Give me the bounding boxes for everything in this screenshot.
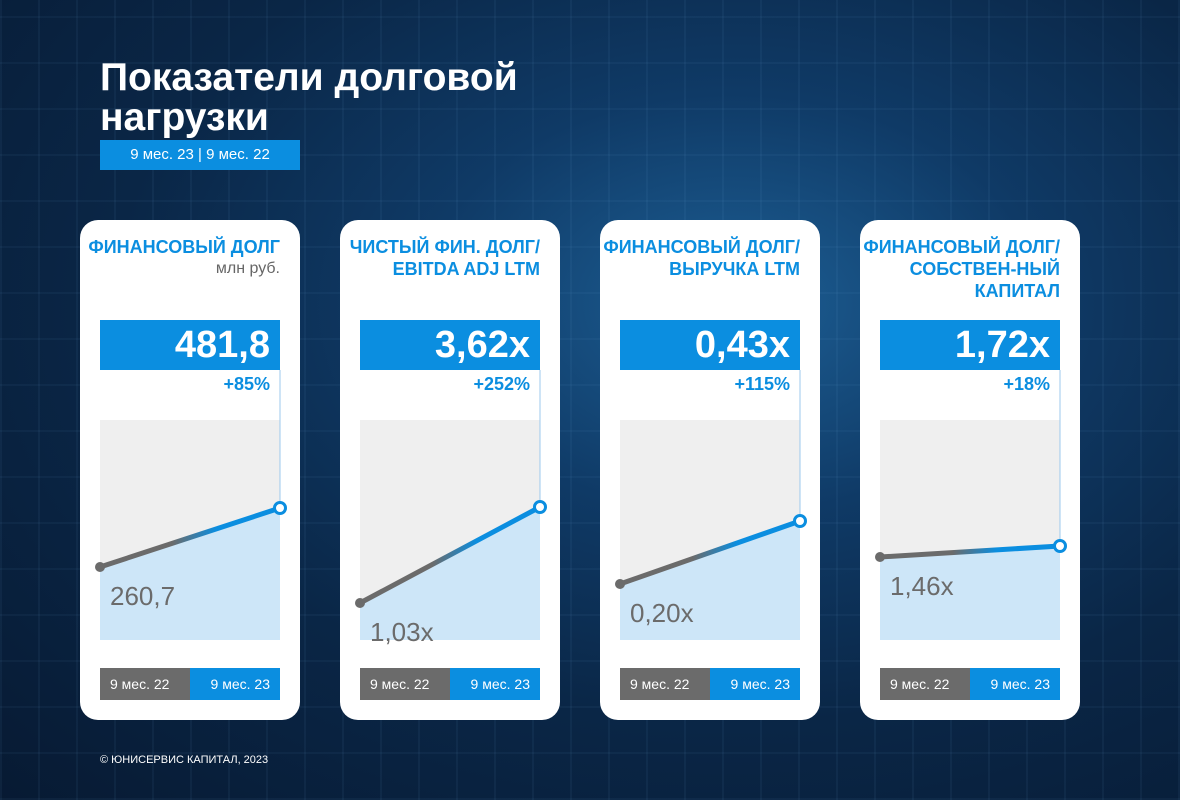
- current-value: 481,8: [100, 320, 280, 370]
- point-start: [875, 552, 885, 562]
- current-value: 0,43x: [620, 320, 800, 370]
- point-end: [273, 501, 287, 515]
- line-chart: 1,46x: [875, 370, 1067, 640]
- area-fill: [100, 508, 280, 640]
- legend-current: 9 мес. 23: [190, 668, 280, 700]
- card-title: ФИНАНСОВЫЙ ДОЛГ/СОБСТВЕН-НЫЙ КАПИТАЛ: [863, 237, 1060, 301]
- legend-prior: 9 мес. 22: [620, 668, 710, 700]
- series-line: [619, 518, 801, 587]
- metric-card: ФИНАНСОВЫЙ ДОЛГ млн руб. 481,8 +85% 260,7…: [80, 220, 300, 720]
- legend-current: 9 мес. 23: [450, 668, 540, 700]
- period-badge: 9 мес. 23 | 9 мес. 22: [100, 140, 300, 170]
- metric-card: ФИНАНСОВЫЙ ДОЛГ/ ВЫРУЧКА LTM 0,43x +115%…: [600, 220, 820, 720]
- card-title: ФИНАНСОВЫЙ ДОЛГ млн руб.: [80, 236, 280, 280]
- copyright: © ЮНИСЕРВИС КАПИТАЛ, 2023: [100, 754, 269, 766]
- legend-prior: 9 мес. 22: [100, 668, 190, 700]
- metric-card: ФИНАНСОВЫЙ ДОЛГ/СОБСТВЕН-НЫЙ КАПИТАЛ 1,7…: [860, 220, 1080, 720]
- current-value: 3,62x: [360, 320, 540, 370]
- card-title: ФИНАНСОВЫЙ ДОЛГ/ ВЫРУЧКА LTM: [603, 237, 800, 279]
- legend-current: 9 мес. 23: [970, 668, 1060, 700]
- change-percent: +115%: [734, 374, 790, 394]
- series-line: [879, 543, 1061, 560]
- legend-prior: 9 мес. 22: [360, 668, 450, 700]
- page-title: Показатели долговой нагрузки: [100, 56, 518, 139]
- metric-card: ЧИСТЫЙ ФИН. ДОЛГ/ EBITDA ADJ LTM 3,62x +…: [340, 220, 560, 720]
- change-percent: +252%: [473, 374, 530, 394]
- area-fill: [620, 521, 800, 640]
- point-end: [793, 514, 807, 528]
- series-line: [99, 505, 281, 570]
- legend-current: 9 мес. 23: [710, 668, 800, 700]
- point-end: [533, 500, 547, 514]
- line-chart: 1,03x: [355, 370, 547, 647]
- card-title: ЧИСТЫЙ ФИН. ДОЛГ/ EBITDA ADJ LTM: [349, 237, 540, 279]
- series-line: [358, 504, 542, 606]
- point-start: [95, 562, 105, 572]
- change-percent: +85%: [223, 374, 270, 394]
- unit-label: млн руб.: [215, 260, 280, 277]
- area-fill: [360, 507, 540, 640]
- period-legend: 9 мес. 22 9 мес. 23: [880, 668, 1060, 700]
- period-legend: 9 мес. 22 9 мес. 23: [100, 668, 280, 700]
- period-legend: 9 мес. 22 9 мес. 23: [620, 668, 800, 700]
- point-end: [1053, 539, 1067, 553]
- start-value-label: 1,03x: [370, 617, 434, 647]
- start-value-label: 260,7: [110, 581, 175, 611]
- point-start: [615, 579, 625, 589]
- legend-prior: 9 мес. 22: [880, 668, 970, 700]
- period-legend: 9 мес. 22 9 мес. 23: [360, 668, 540, 700]
- area-fill: [880, 546, 1060, 640]
- start-value-label: 1,46x: [890, 571, 954, 601]
- change-percent: +18%: [1003, 374, 1050, 394]
- line-chart: 0,20x: [615, 370, 807, 640]
- current-value: 1,72x: [880, 320, 1060, 370]
- line-chart: 260,7: [95, 370, 287, 640]
- start-value-label: 0,20x: [630, 598, 694, 628]
- point-start: [355, 598, 365, 608]
